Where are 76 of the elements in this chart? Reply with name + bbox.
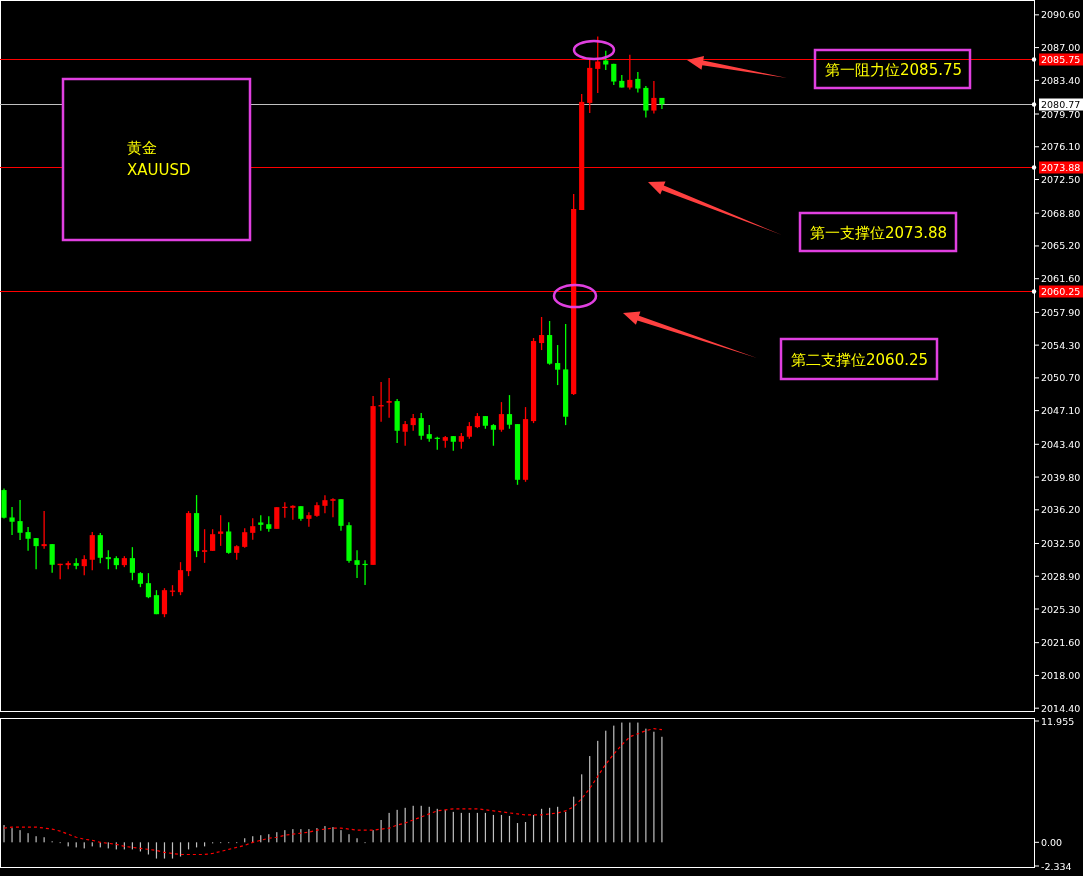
y-tick-label: 2072.50 xyxy=(1041,174,1081,186)
candlestick xyxy=(145,572,152,599)
y-tick-label: 2079.70 xyxy=(1041,108,1081,120)
candlestick xyxy=(354,549,360,579)
ref-line: 2060.25 xyxy=(0,285,1083,298)
candlestick xyxy=(25,526,31,552)
y-tick-label: 2036.20 xyxy=(1041,504,1081,516)
candlestick xyxy=(362,559,368,586)
candlestick xyxy=(97,532,103,564)
y-tick-label: 2087.00 xyxy=(1041,42,1081,54)
y-tick-label: 2057.90 xyxy=(1041,306,1081,318)
candlestick xyxy=(41,510,47,550)
candlestick xyxy=(17,499,23,541)
y-tick-label: 2021.60 xyxy=(1041,637,1081,649)
candlestick xyxy=(418,412,424,441)
ref-line-label: 2085.75 xyxy=(1041,54,1081,65)
y-tick-label: 2068.80 xyxy=(1041,207,1081,219)
y-tick-label: 2018.00 xyxy=(1041,669,1081,681)
ref-line-label: 2060.25 xyxy=(1041,286,1081,297)
candlestick xyxy=(250,517,256,541)
candlestick xyxy=(498,401,505,433)
annotation: 第一支撑位2073.88 xyxy=(810,224,948,242)
y-tick-label: 2014.40 xyxy=(1041,702,1081,714)
candlestick xyxy=(49,543,55,574)
candlestick xyxy=(603,50,609,71)
candlestick xyxy=(201,528,208,564)
candlestick xyxy=(177,561,184,596)
y-tick-label: 2061.60 xyxy=(1041,273,1081,285)
candlestick xyxy=(218,514,224,547)
y-tick-label: 2050.70 xyxy=(1041,372,1081,384)
y-tick-label: 2032.50 xyxy=(1041,537,1081,549)
line-series xyxy=(3,728,663,856)
annotation: 第一支撑位2073.88 xyxy=(798,211,958,253)
y-tick-label: -2.334 xyxy=(1041,860,1072,872)
annotation: 黄金 XAUUSD xyxy=(127,139,191,179)
candlestick xyxy=(9,506,15,536)
candlestick xyxy=(555,344,561,386)
candlestick xyxy=(226,521,232,555)
y-tick-label: 0.00 xyxy=(1041,836,1063,848)
y-tick-label: 2025.30 xyxy=(1041,603,1081,615)
candlestick xyxy=(490,423,497,447)
y-tick-label: 2043.40 xyxy=(1041,438,1081,450)
candlestick xyxy=(506,394,513,430)
candlestick xyxy=(153,589,160,615)
y-tick-label: 2047.10 xyxy=(1041,405,1081,417)
candlestick xyxy=(210,528,216,552)
y-tick-label: 2054.30 xyxy=(1041,339,1081,351)
candlestick xyxy=(538,316,545,351)
candlestick xyxy=(643,85,649,119)
y-tick-label: 2076.10 xyxy=(1041,141,1081,153)
candlestick xyxy=(81,554,87,576)
candlestick xyxy=(322,494,328,514)
candlestick xyxy=(306,511,312,528)
candlestick xyxy=(627,54,633,91)
y-tick-label: 11.955 xyxy=(1041,715,1075,727)
candlestick xyxy=(242,527,248,549)
annotation: 黄金 XAUUSD xyxy=(61,77,252,242)
candlestick xyxy=(33,537,39,570)
y-tick-label: 2028.90 xyxy=(1041,570,1081,582)
candlestick xyxy=(402,420,408,447)
ref-line-label: 2080.77 xyxy=(1041,99,1081,110)
candlestick xyxy=(105,549,111,570)
candlestick xyxy=(651,80,657,115)
candlestick xyxy=(330,497,336,518)
annotation: 第二支撑位2060.25 xyxy=(791,351,929,369)
candlestick xyxy=(635,71,641,94)
y-tick-label: 2039.80 xyxy=(1041,471,1081,483)
y-tick-label: 2090.60 xyxy=(1041,9,1081,21)
y-tick-label: 2065.20 xyxy=(1041,240,1081,252)
candlestick xyxy=(386,377,392,419)
ref-line-label: 2073.88 xyxy=(1041,162,1081,173)
candlestick xyxy=(129,546,135,581)
candlestick xyxy=(595,35,601,94)
y-tick-label: 2083.40 xyxy=(1041,74,1081,86)
candlestick xyxy=(274,506,280,530)
annotation: 第二支撑位2060.25 xyxy=(779,337,939,381)
